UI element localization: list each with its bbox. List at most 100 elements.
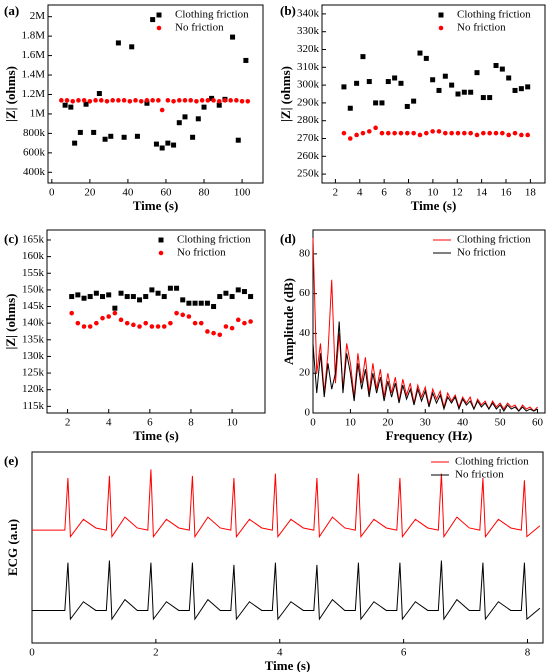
circle-marker (81, 324, 87, 329)
square-marker (341, 84, 347, 90)
square-marker (449, 82, 455, 88)
circle-marker (411, 130, 416, 136)
square-marker (124, 294, 130, 300)
x-tick-label: 2 (65, 417, 71, 429)
plot-frame (46, 229, 266, 414)
square-marker (174, 285, 180, 291)
y-axis-label: Amplitude (dB) (281, 278, 296, 365)
y-tick-label: 165k (22, 234, 45, 246)
circle-marker (110, 98, 115, 103)
square-marker (83, 101, 89, 107)
y-tick-label: 260k (297, 150, 320, 162)
circle-marker (133, 98, 138, 103)
circle-marker (379, 130, 385, 136)
square-marker (102, 136, 108, 142)
panel-label: (b) (280, 3, 296, 18)
x-tick-label: 60 (532, 417, 544, 429)
circle-marker (188, 98, 193, 103)
circle-marker (159, 107, 165, 113)
y-tick-label: 160k (22, 250, 45, 262)
plot-frame (31, 451, 544, 644)
square-marker (155, 290, 161, 296)
square-marker (468, 89, 474, 95)
x-tick-label: 2 (333, 187, 339, 199)
legend-marker (156, 12, 162, 18)
panel-label: (a) (4, 3, 19, 18)
legend-marker (158, 250, 164, 256)
y-tick-label: 1M (30, 107, 46, 119)
square-marker (100, 294, 106, 300)
circle-marker (405, 130, 410, 136)
legend-marker (438, 12, 444, 18)
panel-label: (e) (4, 453, 18, 468)
y-tick-label: 80 (299, 247, 311, 259)
circle-marker (70, 98, 76, 104)
circle-marker (87, 324, 93, 329)
y-axis-label: |Z| (ohms) (3, 294, 18, 350)
x-tick-label: 6 (401, 647, 407, 659)
square-marker (118, 290, 124, 296)
square-marker (360, 54, 366, 60)
circle-marker (519, 132, 524, 138)
square-marker (480, 95, 486, 101)
square-marker (411, 98, 417, 104)
circle-marker (217, 332, 223, 338)
circle-marker (156, 98, 161, 103)
square-marker (144, 100, 150, 106)
plot-frame (47, 4, 264, 184)
square-marker (347, 105, 353, 111)
circle-marker (143, 320, 149, 326)
circle-marker (194, 98, 199, 104)
y-tick-label: 125k (22, 367, 45, 379)
square-marker (198, 300, 204, 306)
square-marker (209, 95, 215, 101)
circle-marker (462, 130, 467, 136)
circle-marker (69, 310, 74, 316)
y-tick-label: 270k (297, 132, 320, 144)
circle-marker (64, 98, 70, 103)
square-marker (379, 100, 385, 106)
square-marker (91, 129, 97, 135)
square-marker (211, 304, 217, 310)
circle-marker (354, 132, 359, 138)
circle-marker (131, 322, 136, 328)
y-tick-label: 280k (297, 114, 320, 126)
square-marker (69, 294, 75, 300)
y-tick-label: 310k (297, 61, 320, 73)
y-tick-label: 600k (23, 146, 46, 158)
y-tick-label: 1.6M (21, 49, 45, 61)
square-marker (130, 294, 136, 300)
circle-marker (137, 324, 142, 329)
circle-marker (424, 130, 429, 136)
legend-label: No friction (455, 469, 504, 481)
x-tick-label: 6 (381, 187, 387, 199)
x-tick-label: 4 (277, 647, 283, 659)
x-axis-label: Time (s) (411, 198, 457, 213)
y-tick-label: 1.2M (21, 88, 45, 100)
circle-marker (455, 130, 461, 136)
circle-marker (245, 98, 251, 104)
circle-marker (468, 130, 473, 136)
legend-label: Clothing friction (175, 9, 249, 21)
square-marker (108, 133, 114, 139)
x-tick-label: 4 (357, 187, 363, 199)
square-marker (190, 134, 196, 140)
square-marker (512, 87, 518, 93)
x-tick-label: 40 (457, 417, 469, 429)
square-marker (195, 116, 201, 122)
circle-marker (341, 130, 347, 136)
square-marker (506, 75, 512, 81)
circle-marker (211, 98, 216, 103)
square-marker (499, 66, 505, 72)
y-axis-label: |Z| (ohms) (3, 66, 18, 122)
square-marker (487, 95, 493, 101)
x-tick-label: 12 (452, 187, 463, 199)
circle-marker (229, 325, 235, 331)
y-tick-label: 320k (297, 43, 320, 55)
square-marker (243, 57, 249, 63)
y-tick-label: 115k (22, 400, 44, 412)
circle-marker (373, 125, 378, 131)
square-marker (241, 289, 247, 295)
legend-label: Clothing friction (455, 456, 529, 468)
y-tick-label: 1.8M (21, 30, 45, 42)
